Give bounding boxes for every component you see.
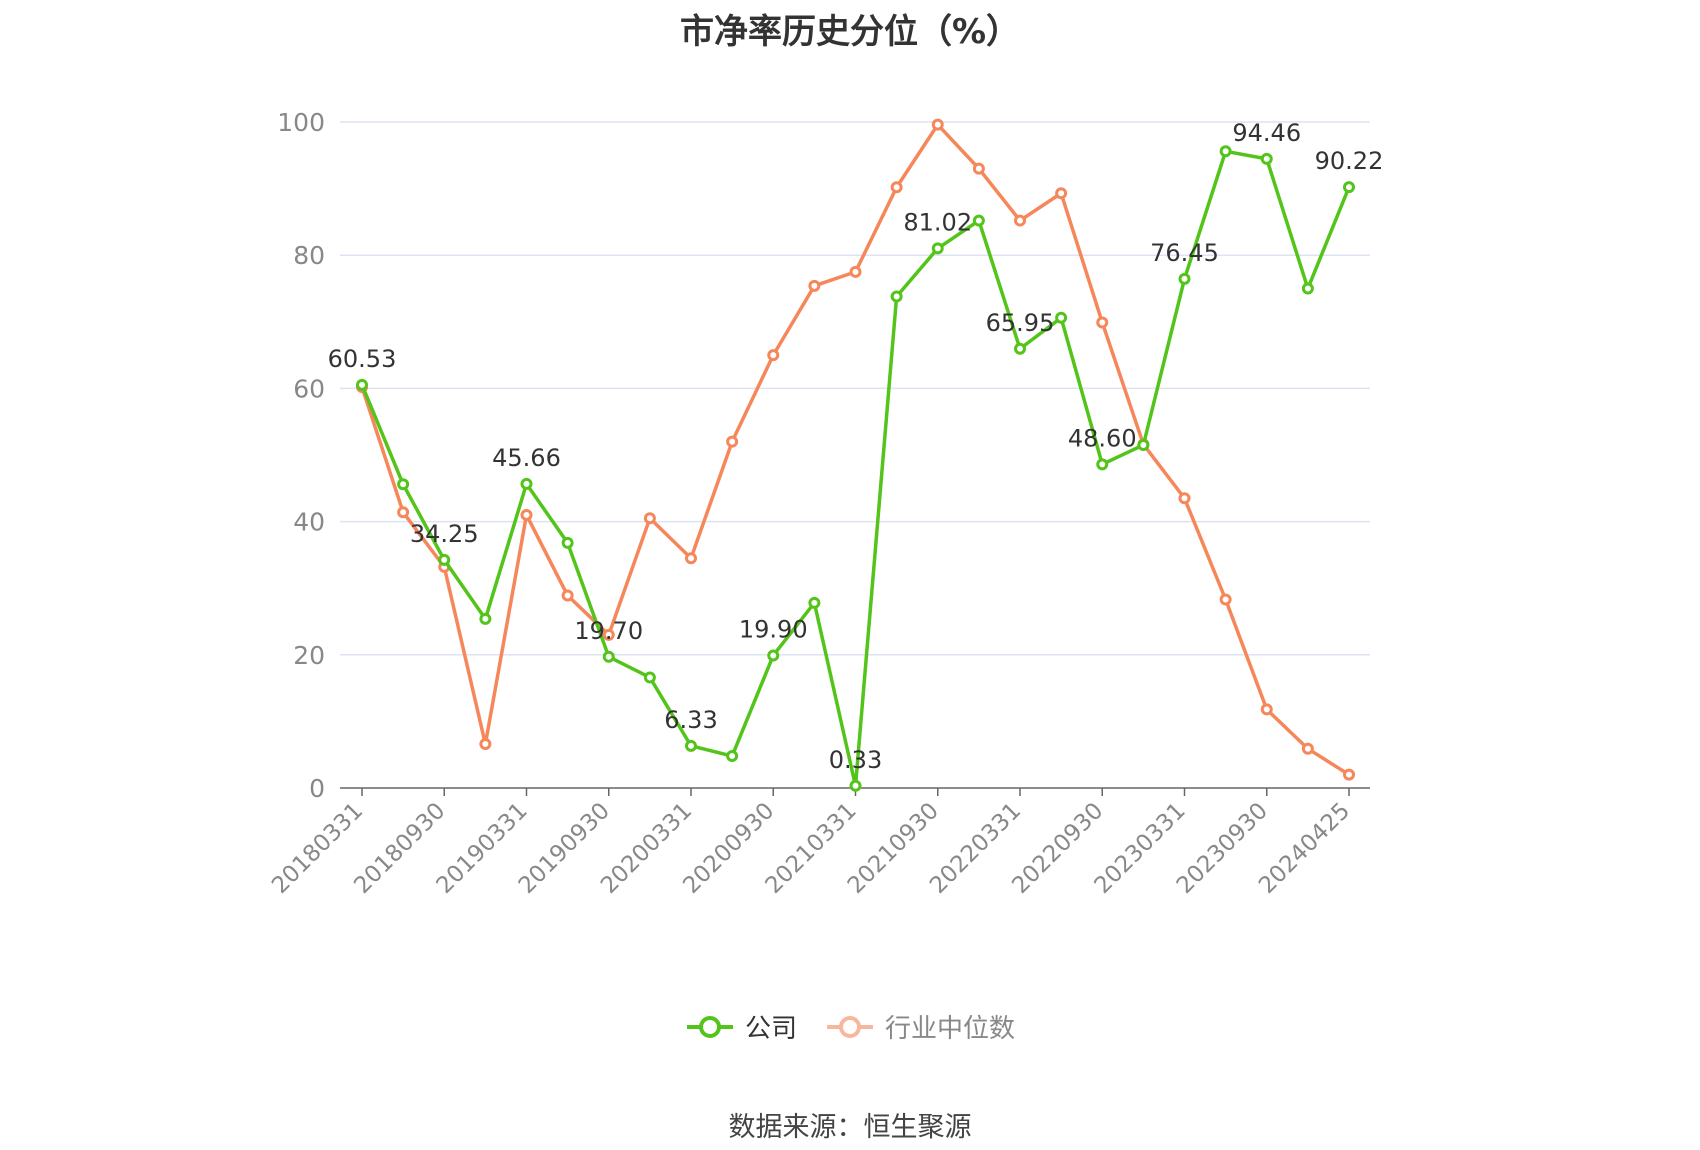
data-point-industry[interactable]	[561, 589, 574, 602]
data-point-industry[interactable]	[1343, 768, 1355, 781]
y-axis-ticks: 0 20 40 60 80 100	[277, 108, 325, 803]
y-tick-label: 0	[309, 774, 325, 803]
y-tick-label: 80	[293, 241, 325, 270]
data-point-industry[interactable]	[1219, 593, 1232, 606]
data-point-industry[interactable]	[972, 162, 985, 175]
data-label: 60.53	[328, 345, 397, 373]
data-point-industry[interactable]	[397, 506, 410, 519]
data-point-company[interactable]	[808, 596, 821, 609]
data-label: 76.45	[1150, 239, 1219, 267]
legend: 公司 行业中位数	[0, 1008, 1700, 1045]
legend-item-industry[interactable]: 行业中位数	[825, 1008, 1015, 1045]
data-point-industry[interactable]	[1301, 742, 1314, 755]
x-axis: 2018033120180930201903312019093020200331…	[267, 787, 1370, 899]
data-point-company[interactable]	[561, 536, 574, 549]
data-point-company[interactable]	[1301, 282, 1314, 295]
data-point-company[interactable]	[520, 477, 533, 490]
data-label: 90.22	[1315, 147, 1384, 175]
data-source: 数据来源：恒生聚源	[728, 1112, 972, 1143]
legend-company-label: 公司	[744, 1014, 797, 1044]
data-point-company[interactable]	[1137, 439, 1150, 452]
data-point-industry[interactable]	[808, 279, 821, 292]
y-tick-label: 20	[293, 641, 325, 670]
data-label: 6.33	[664, 706, 717, 734]
data-point-company[interactable]	[1014, 342, 1026, 355]
data-point-company[interactable]	[397, 478, 410, 491]
data-point-company[interactable]	[602, 650, 615, 663]
data-point-company[interactable]	[1178, 272, 1191, 285]
data-label: 34.25	[410, 520, 479, 548]
data-label: 19.90	[739, 615, 808, 643]
data-point-company[interactable]	[1096, 458, 1109, 471]
data-point-company[interactable]	[767, 649, 780, 662]
data-point-industry[interactable]	[931, 118, 944, 131]
data-labels: 60.53 34.25 45.66 19.70 6.33 19.90 0.33 81.02 65…	[328, 119, 1384, 774]
data-point-industry[interactable]	[767, 349, 780, 362]
chart-title: 市净率历史分位（%）	[679, 12, 1021, 52]
data-point-company[interactable]	[726, 750, 739, 763]
data-point-company[interactable]	[1219, 145, 1232, 158]
legend-industry-label: 行业中位数	[885, 1014, 1016, 1044]
data-label: 0.33	[829, 746, 882, 774]
data-point-industry[interactable]	[520, 508, 533, 521]
data-point-industry[interactable]	[849, 265, 862, 278]
data-point-industry[interactable]	[1178, 492, 1191, 505]
data-point-industry[interactable]	[1096, 316, 1109, 329]
data-point-company[interactable]	[1343, 181, 1355, 194]
series-layer	[356, 118, 1355, 792]
data-label: 19.70	[574, 617, 643, 645]
legend-industry-icon	[827, 1015, 873, 1038]
legend-company-icon	[686, 1015, 733, 1038]
data-point-industry[interactable]	[890, 181, 903, 194]
data-label: 45.66	[492, 444, 561, 472]
y-tick-label: 40	[293, 508, 325, 537]
data-point-industry[interactable]	[479, 738, 492, 751]
data-point-industry[interactable]	[1055, 187, 1068, 200]
data-point-company[interactable]	[1260, 152, 1273, 165]
data-point-industry[interactable]	[685, 552, 697, 565]
grid-lines	[340, 121, 1370, 656]
data-label: 48.60	[1068, 424, 1137, 452]
y-tick-label: 60	[293, 374, 325, 403]
legend-item-company[interactable]: 公司	[685, 1008, 797, 1045]
data-point-industry[interactable]	[1260, 703, 1273, 716]
data-label: 94.46	[1232, 119, 1301, 147]
data-point-industry[interactable]	[602, 628, 615, 641]
data-point-company[interactable]	[931, 242, 944, 255]
data-point-company[interactable]	[643, 671, 656, 684]
y-tick-label: 100	[277, 108, 325, 137]
data-point-company[interactable]	[479, 612, 492, 625]
data-point-industry[interactable]	[726, 435, 739, 448]
data-point-company[interactable]	[438, 553, 451, 566]
data-point-company[interactable]	[356, 378, 368, 391]
data-label: 65.95	[986, 309, 1055, 337]
data-point-company[interactable]	[972, 214, 985, 227]
data-point-company[interactable]	[1055, 311, 1068, 324]
data-point-company[interactable]	[849, 779, 862, 792]
data-label: 81.02	[903, 208, 972, 236]
data-point-industry[interactable]	[643, 512, 656, 525]
data-point-company[interactable]	[685, 739, 697, 752]
data-point-industry[interactable]	[1014, 214, 1026, 227]
data-point-company[interactable]	[890, 290, 903, 303]
